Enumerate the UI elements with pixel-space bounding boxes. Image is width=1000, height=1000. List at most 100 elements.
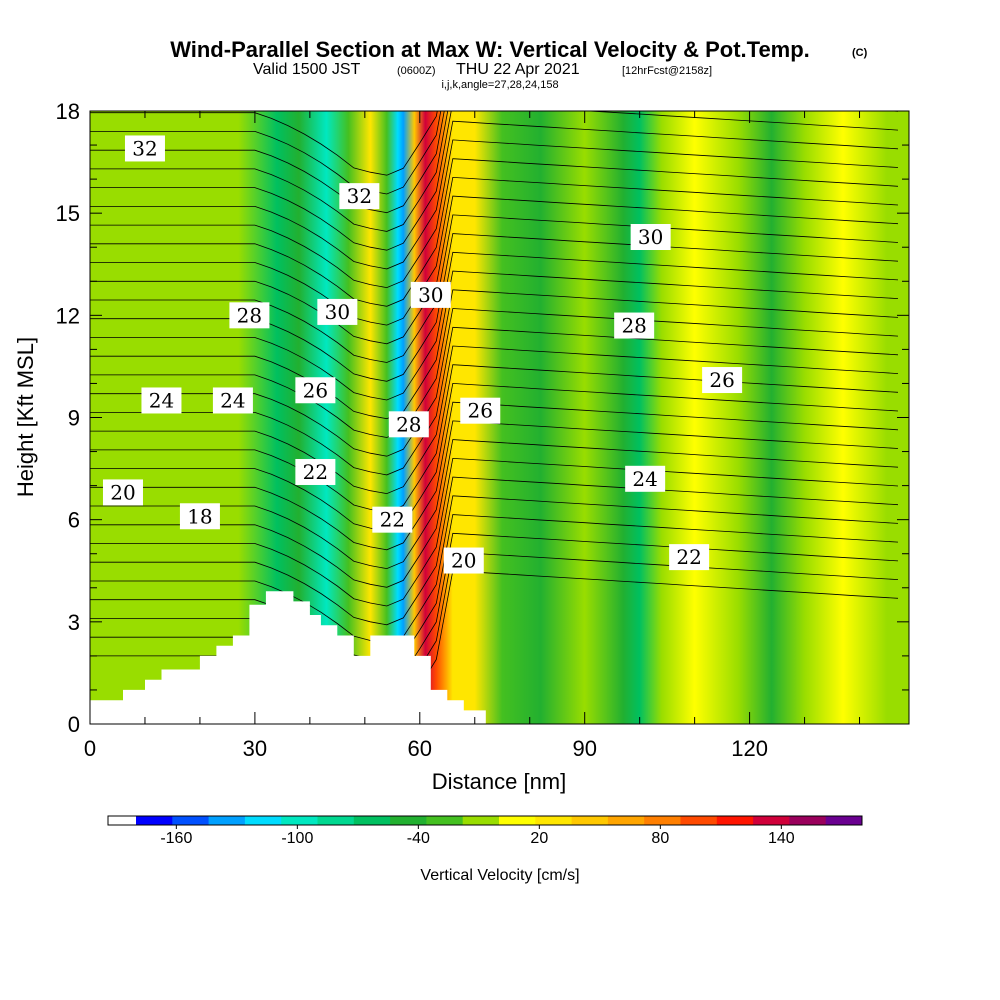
- colorbar-segment: [136, 816, 173, 825]
- colorbar-frame: [107, 815, 863, 826]
- contour-label: 24: [141, 387, 182, 414]
- x-tick-label: 90: [572, 736, 596, 761]
- theta-contour-line: [90, 439, 899, 588]
- contour-label-box: [372, 506, 413, 533]
- theta-contour-line: [90, 532, 899, 682]
- contour-label: 20: [102, 479, 143, 506]
- contour-label-box: [102, 479, 143, 506]
- contour-label: 24: [625, 465, 666, 492]
- contour-label-text: 32: [347, 184, 372, 208]
- contour-label-text: 26: [468, 399, 493, 423]
- colorbar-segment: [644, 816, 681, 825]
- contour-label-text: 26: [303, 378, 328, 402]
- colorbar-segment: [607, 816, 645, 825]
- colorbar-segment: [825, 816, 863, 825]
- colorbar-segment: [390, 816, 427, 825]
- contour-label-box: [229, 302, 270, 329]
- theta-contour-line: [90, 457, 899, 607]
- x-tick-label: 60: [408, 736, 432, 761]
- contour-label: 26: [295, 377, 336, 404]
- x-tick-label: 30: [243, 736, 267, 761]
- colorbar-segment: [426, 816, 464, 825]
- contour-label-box: [630, 224, 671, 251]
- colorbar-tick-label: -100: [281, 830, 313, 847]
- contour-label-text: 24: [220, 388, 245, 412]
- colorbar-segment: [172, 816, 210, 825]
- contour-label-text: 30: [325, 300, 350, 324]
- contour-label: 26: [702, 367, 743, 394]
- contour-label: 30: [317, 298, 358, 325]
- colorbar-segment: [462, 816, 500, 825]
- contour-label: 30: [410, 281, 451, 308]
- theta-contour-line: [90, 111, 445, 214]
- contour-label-box: [410, 281, 451, 308]
- theta-contour-line: [90, 111, 442, 195]
- colorbar-segment: [789, 816, 827, 825]
- contour-label-box: [443, 547, 484, 574]
- contour-label-text: 20: [110, 480, 135, 504]
- theta-contour-line: [90, 345, 899, 495]
- contour-label: 20: [443, 547, 484, 574]
- x-tick-label: 0: [84, 736, 96, 761]
- colorbar-segment: [244, 816, 282, 825]
- y-tick-label: 9: [68, 406, 80, 431]
- contour-label-box: [702, 367, 743, 394]
- contour-label-box: [179, 503, 220, 530]
- contour-label-text: 26: [709, 368, 734, 392]
- theta-contour-line: [90, 495, 899, 644]
- contour-labels: 32 32 30 30 30 28 28 26 26 26 24 24 28 24 22 20 18 22 20 22: [102, 135, 743, 574]
- contour-label: 30: [630, 224, 671, 251]
- contour-label-box: [141, 387, 182, 414]
- contour-label-box: [317, 298, 358, 325]
- contour-label-text: 32: [132, 136, 157, 160]
- colorbar-segment: [753, 816, 790, 825]
- y-tick-label: 18: [56, 99, 80, 124]
- colorbar-title: Vertical Velocity [cm/s]: [420, 867, 579, 884]
- colorbar-segment: [680, 816, 718, 825]
- contour-label-text: 22: [380, 508, 405, 532]
- chart-subtitle-indices: i,j,k,angle=27,28,24,158: [441, 79, 558, 91]
- contour-label-text: 24: [149, 388, 174, 412]
- chart-subtitle-fcst: [12hrFcst@2158z]: [622, 65, 712, 77]
- colorbar-segment: [353, 816, 391, 825]
- colorbar-segment: [317, 816, 355, 825]
- chart-subtitle-valid: Valid 1500 JST: [253, 61, 361, 78]
- contour-label: 32: [124, 135, 165, 162]
- contour-label: 22: [669, 544, 710, 571]
- x-tick-label: 120: [731, 736, 768, 761]
- y-tick-label: 15: [56, 201, 80, 226]
- contour-label-box: [295, 458, 336, 485]
- contour-label: 28: [229, 302, 270, 329]
- theta-contour-line: [90, 111, 438, 176]
- contour-label-text: 22: [676, 545, 701, 569]
- contour-label: 26: [460, 397, 501, 424]
- theta-contour-line: [90, 214, 899, 363]
- colorbar-segment: [535, 816, 573, 825]
- contour-label-text: 28: [621, 314, 646, 338]
- contour-label-box: [614, 312, 655, 339]
- chart-title-copyright: (C): [852, 47, 868, 59]
- theta-contour-line: [90, 364, 899, 513]
- contour-label: 24: [212, 387, 253, 414]
- theta-contour-line: [90, 139, 899, 289]
- y-tick-label: 0: [68, 712, 80, 737]
- plot-area: 32 32 30 30 30 28 28 26 26 26 24 24 28 24 22 20 18 22 20 22: [90, 111, 909, 724]
- colorbar-segment: [208, 816, 246, 825]
- contour-label-box: [460, 397, 501, 424]
- colorbar: -160 -100 -40 20 80 140: [107, 815, 863, 847]
- theta-contour-line: [90, 111, 899, 251]
- y-tick-label: 6: [68, 508, 80, 533]
- contour-label-text: 28: [396, 412, 421, 436]
- contour-label-box: [295, 377, 336, 404]
- contour-label-text: 24: [632, 467, 657, 491]
- contour-label-text: 30: [638, 225, 663, 249]
- contour-label-text: 28: [237, 303, 262, 327]
- theta-contour-line: [90, 195, 899, 345]
- colorbar-segment: [571, 816, 609, 825]
- terrain-mask: [90, 591, 486, 724]
- theta-contour-line: [90, 120, 899, 270]
- contour-label-text: 30: [418, 283, 443, 307]
- contour-label-text: 18: [187, 504, 212, 528]
- colorbar-segment: [499, 816, 536, 825]
